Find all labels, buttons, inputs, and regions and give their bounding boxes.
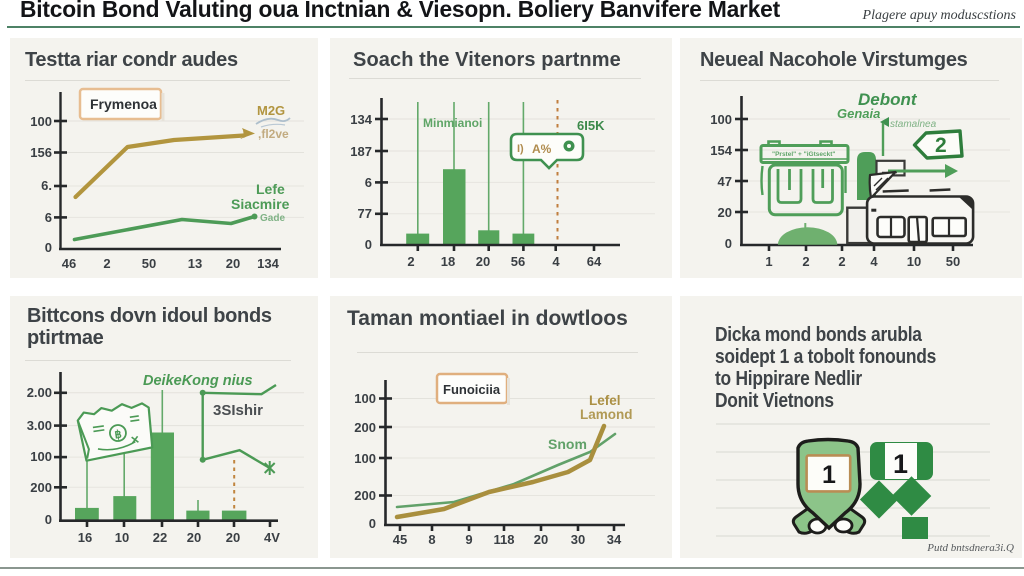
svg-text:0: 0 [369,516,376,531]
svg-text:6: 6 [45,210,52,225]
svg-text:20: 20 [187,530,201,545]
svg-text:2: 2 [407,254,414,269]
svg-text:4V: 4V [264,530,280,545]
svg-text:100: 100 [710,112,732,127]
svg-text:8: 8 [428,532,435,547]
svg-text:Lefe: Lefe [256,181,285,197]
svg-text:฿: ฿ [114,429,123,442]
svg-text:47: 47 [718,174,732,189]
svg-text:20: 20 [534,532,548,547]
svg-text:22: 22 [153,530,167,545]
svg-text:1: 1 [822,461,836,489]
svg-text:13: 13 [188,256,202,271]
svg-text:Genaia: Genaia [837,106,880,121]
svg-text:200: 200 [30,480,52,495]
svg-text:20: 20 [476,254,490,269]
svg-text:stamalnea: stamalnea [890,119,937,130]
svg-text:6.: 6. [41,178,52,193]
svg-text:,fl2ve: ,fl2ve [258,127,289,141]
svg-text:Funoiciia: Funoiciia [443,382,501,397]
svg-text:2: 2 [935,134,947,157]
svg-text:200: 200 [354,420,376,435]
svg-text:2: 2 [103,256,110,271]
svg-text:Minmianoi: Minmianoi [423,116,482,130]
svg-text:118: 118 [494,532,515,547]
svg-text:DeikeKong nius: DeikeKong nius [143,373,253,389]
svg-text:0: 0 [365,237,372,252]
svg-text:4: 4 [552,254,560,269]
svg-text:200: 200 [354,488,376,503]
svg-text:100: 100 [30,114,52,129]
svg-text:Frymenoa: Frymenoa [90,96,157,112]
svg-text:4: 4 [870,254,878,269]
svg-text:100: 100 [354,391,376,406]
svg-text:1: 1 [893,449,908,479]
svg-text:3.00: 3.00 [27,418,52,433]
svg-text:Lefel: Lefel [589,393,621,408]
svg-text:3SIshir: 3SIshir [213,402,263,419]
svg-text:34: 34 [607,532,622,547]
svg-text:100: 100 [30,449,52,464]
svg-text:9: 9 [465,532,472,547]
svg-text:I): I) [517,143,524,155]
svg-text:134: 134 [350,112,372,127]
svg-text:134: 134 [257,256,279,271]
svg-text:64: 64 [587,254,602,269]
svg-text:18: 18 [441,254,455,269]
svg-text:Siacmire: Siacmire [231,196,290,212]
svg-text:"Prstel" + "iGtseckt": "Prstel" + "iGtseckt" [772,151,835,158]
svg-text:2: 2 [802,254,809,269]
svg-text:0: 0 [45,512,52,527]
svg-text:20: 20 [226,530,240,545]
svg-text:20: 20 [718,205,732,220]
svg-text:16: 16 [78,530,92,545]
svg-text:10: 10 [907,254,921,269]
svg-text:A%: A% [532,142,552,156]
svg-text:100: 100 [354,451,376,466]
svg-text:154: 154 [710,143,732,158]
svg-text:6: 6 [365,175,372,190]
svg-text:2.00: 2.00 [27,385,52,400]
svg-text:56: 56 [511,254,525,269]
svg-text:45: 45 [393,532,407,547]
svg-text:Snom: Snom [548,436,587,452]
svg-text:30: 30 [571,532,585,547]
svg-text:Debont: Debont [858,90,918,109]
svg-text:50: 50 [946,254,960,269]
svg-text:156: 156 [30,145,52,160]
svg-text:0: 0 [725,236,732,251]
svg-text:0: 0 [45,240,52,255]
svg-text:50: 50 [142,256,156,271]
svg-text:46: 46 [62,256,76,271]
svg-text:Lamond: Lamond [580,407,633,422]
svg-text:6I5K: 6I5K [577,118,605,133]
svg-text:1: 1 [765,254,772,269]
svg-text:M2G: M2G [257,103,285,118]
svg-text:77: 77 [358,206,372,221]
svg-text:Gade: Gade [260,213,285,224]
svg-text:20: 20 [226,256,240,271]
svg-text:187: 187 [350,144,372,159]
svg-text:10: 10 [115,530,129,545]
svg-text:2: 2 [838,254,845,269]
